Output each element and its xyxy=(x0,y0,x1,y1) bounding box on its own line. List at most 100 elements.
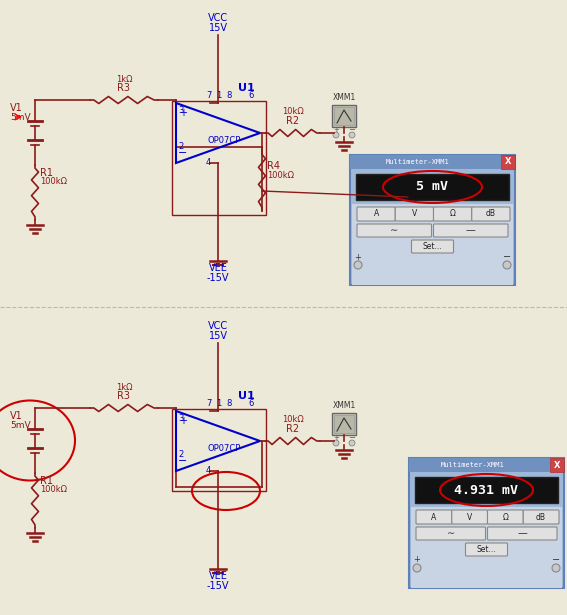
Circle shape xyxy=(333,440,339,446)
Text: 7: 7 xyxy=(206,399,211,408)
Text: X: X xyxy=(554,461,560,469)
FancyBboxPatch shape xyxy=(452,510,488,524)
FancyBboxPatch shape xyxy=(350,155,501,169)
Text: 1kΩ: 1kΩ xyxy=(116,383,132,392)
FancyBboxPatch shape xyxy=(466,543,507,556)
Text: 4: 4 xyxy=(206,158,211,167)
Text: 100kΩ: 100kΩ xyxy=(40,178,67,186)
Circle shape xyxy=(354,261,362,269)
Text: R1: R1 xyxy=(40,168,53,178)
FancyBboxPatch shape xyxy=(334,415,354,433)
Text: −: − xyxy=(349,434,356,443)
Text: R2: R2 xyxy=(286,116,299,126)
Text: −: − xyxy=(178,456,188,466)
Text: VEE: VEE xyxy=(209,571,227,581)
Text: R3: R3 xyxy=(117,83,130,93)
Text: 15V: 15V xyxy=(209,23,227,33)
Text: ∼: ∼ xyxy=(390,226,398,236)
FancyBboxPatch shape xyxy=(501,155,515,169)
Text: +: + xyxy=(354,253,361,261)
FancyBboxPatch shape xyxy=(356,174,509,200)
Text: V: V xyxy=(467,512,472,522)
FancyBboxPatch shape xyxy=(409,458,564,588)
Circle shape xyxy=(552,564,560,572)
Text: 6: 6 xyxy=(248,91,253,100)
FancyBboxPatch shape xyxy=(395,207,434,221)
Text: 1kΩ: 1kΩ xyxy=(116,74,132,84)
Text: 2: 2 xyxy=(178,450,183,459)
Text: U1: U1 xyxy=(238,391,255,401)
FancyBboxPatch shape xyxy=(472,207,510,221)
Text: 3: 3 xyxy=(178,106,183,115)
Text: +: + xyxy=(179,108,187,118)
Text: A: A xyxy=(431,512,437,522)
Text: −: − xyxy=(503,252,511,262)
Text: −: − xyxy=(349,125,356,135)
Text: Multimeter-XMM1: Multimeter-XMM1 xyxy=(441,462,504,468)
Text: V1: V1 xyxy=(10,103,23,113)
Bar xyxy=(172,101,266,215)
FancyBboxPatch shape xyxy=(416,510,452,524)
Text: VEE: VEE xyxy=(209,263,227,273)
Text: R3: R3 xyxy=(117,391,130,401)
Text: —: — xyxy=(517,528,527,539)
Text: R2: R2 xyxy=(286,424,299,434)
Text: A: A xyxy=(374,210,379,218)
Text: -15V: -15V xyxy=(207,581,229,591)
Text: XMM1: XMM1 xyxy=(332,400,356,410)
Text: dB: dB xyxy=(486,210,496,218)
FancyBboxPatch shape xyxy=(334,107,354,125)
Text: +: + xyxy=(333,127,339,133)
Text: R4: R4 xyxy=(267,161,280,171)
Text: V: V xyxy=(412,210,417,218)
Text: ∼: ∼ xyxy=(447,528,455,539)
Text: 5mV: 5mV xyxy=(10,421,31,429)
Circle shape xyxy=(503,261,511,269)
FancyBboxPatch shape xyxy=(352,204,513,285)
Bar xyxy=(172,409,266,491)
Circle shape xyxy=(413,564,421,572)
Text: 8: 8 xyxy=(226,91,231,100)
Text: OP07CP: OP07CP xyxy=(208,444,242,453)
Text: —: — xyxy=(466,226,476,236)
Text: 15V: 15V xyxy=(209,331,227,341)
FancyBboxPatch shape xyxy=(332,413,356,435)
FancyBboxPatch shape xyxy=(332,105,356,127)
Text: 5mV: 5mV xyxy=(10,113,31,122)
Text: 5 mV: 5 mV xyxy=(417,180,448,194)
Text: 1: 1 xyxy=(216,91,221,100)
Text: R1: R1 xyxy=(40,476,53,486)
FancyBboxPatch shape xyxy=(488,510,523,524)
FancyBboxPatch shape xyxy=(434,207,472,221)
FancyBboxPatch shape xyxy=(550,458,564,472)
FancyBboxPatch shape xyxy=(415,477,558,503)
Text: −: − xyxy=(552,555,560,565)
Circle shape xyxy=(333,132,339,138)
Text: Multimeter-XMM1: Multimeter-XMM1 xyxy=(386,159,450,165)
Text: OP07CP: OP07CP xyxy=(208,136,242,145)
Text: −: − xyxy=(178,148,188,158)
Text: X: X xyxy=(505,157,511,167)
Text: 2: 2 xyxy=(178,142,183,151)
FancyBboxPatch shape xyxy=(434,224,508,237)
FancyBboxPatch shape xyxy=(412,240,454,253)
Text: V1: V1 xyxy=(10,411,23,421)
Circle shape xyxy=(349,440,355,446)
Text: VCC: VCC xyxy=(208,13,228,23)
Text: 10kΩ: 10kΩ xyxy=(282,108,303,116)
Text: 3: 3 xyxy=(178,414,183,423)
Text: +: + xyxy=(179,416,187,426)
FancyBboxPatch shape xyxy=(357,224,431,237)
Text: -15V: -15V xyxy=(207,273,229,283)
Text: 8: 8 xyxy=(226,399,231,408)
Text: 4: 4 xyxy=(206,466,211,475)
FancyBboxPatch shape xyxy=(350,155,515,285)
Circle shape xyxy=(349,132,355,138)
Text: Set...: Set... xyxy=(477,545,496,554)
Text: Set...: Set... xyxy=(422,242,442,251)
FancyBboxPatch shape xyxy=(409,458,550,472)
Text: +: + xyxy=(333,435,339,441)
Text: U1: U1 xyxy=(238,83,255,93)
FancyBboxPatch shape xyxy=(523,510,559,524)
Text: VCC: VCC xyxy=(208,321,228,331)
